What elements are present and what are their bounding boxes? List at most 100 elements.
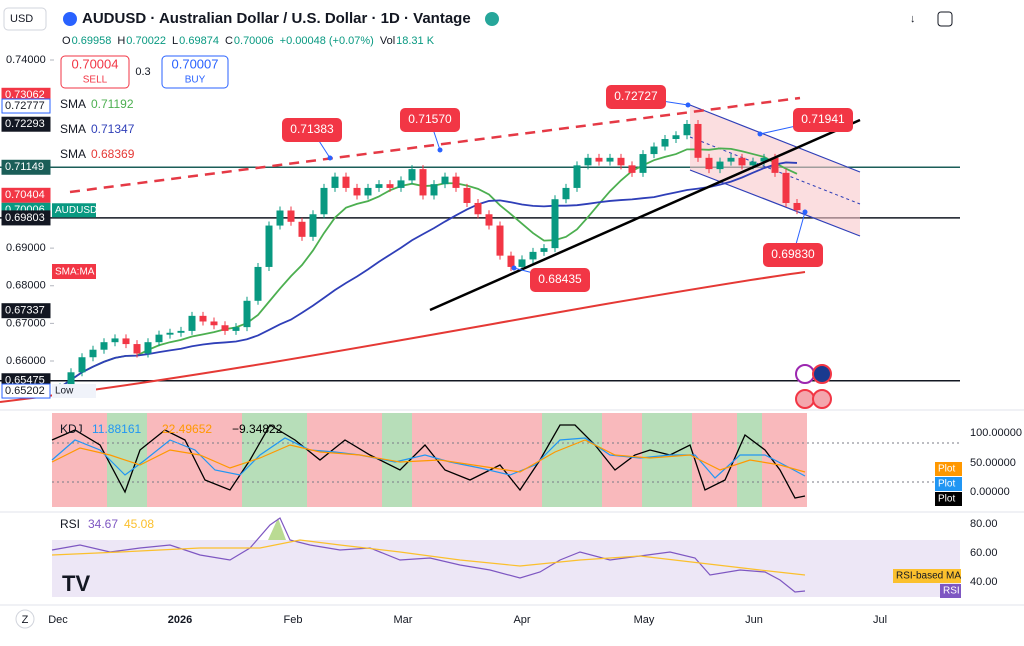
sell-label[interactable]: SELL: [83, 75, 108, 86]
resistance-trendline: [69, 96, 801, 194]
candle-body: [441, 176, 449, 185]
ohlc-key: Vol: [380, 35, 395, 47]
x-tick-label: Feb: [284, 614, 303, 626]
candle-body: [727, 157, 735, 162]
annotation-box: [606, 85, 666, 109]
candle-body: [221, 325, 229, 331]
ohlc-key: H: [117, 35, 125, 47]
annotation-label: 0.71570: [408, 112, 452, 126]
candle-body: [628, 165, 636, 173]
price-tick-label: 0.68000: [6, 280, 46, 292]
annotation-box: [282, 118, 342, 142]
kdj-title: KDJ: [60, 422, 83, 436]
zoom-button[interactable]: [15, 609, 35, 629]
plot-tag-bg: [935, 462, 962, 476]
event-icon[interactable]: [812, 364, 832, 384]
download-icon[interactable]: ↓: [910, 13, 916, 25]
price-badge-label: 0.67337: [5, 305, 45, 317]
candle-body: [210, 321, 218, 326]
rsi-ma-line: [51, 539, 806, 576]
candle-body: [320, 187, 328, 215]
candle-body: [782, 172, 790, 203]
rsi-axis-label: 60.00: [970, 547, 998, 559]
price-badge: [1, 303, 51, 319]
price-badge-label: 0.71149: [5, 161, 44, 173]
ohlc-value: 0.70022: [126, 35, 166, 47]
event-icon[interactable]: [812, 389, 832, 409]
ohlc-value: 0.70006: [234, 35, 274, 47]
badge-tag: AUDUSD: [55, 205, 97, 216]
sell-price[interactable]: 0.70004: [72, 56, 119, 71]
price-badge-label: 0.70404: [5, 189, 45, 201]
price-tick-label: 0.66000: [6, 355, 46, 367]
currency-button[interactable]: [3, 7, 47, 31]
flag-icon: [63, 12, 77, 26]
candle-body: [694, 123, 702, 158]
plot-tag-bg: [935, 477, 962, 491]
ohlc-key: O: [62, 35, 71, 47]
sell-button[interactable]: [60, 55, 130, 89]
ohlc-value: +0.00048 (+0.07%): [280, 35, 374, 47]
annotation-dot: [685, 102, 691, 108]
channel-bottom: [689, 169, 861, 237]
zoom-label[interactable]: Z: [22, 614, 29, 626]
annotation-dot: [327, 155, 333, 161]
kdj-legend: KDJ 11.88161 22.49652 −9.34822 100.00000 50.0…: [60, 422, 1022, 506]
ohlc-value: 0.69958: [72, 35, 112, 47]
price-badge: [1, 116, 51, 132]
buy-button[interactable]: [161, 55, 229, 89]
fullscreen-icon[interactable]: [937, 11, 953, 27]
support-trendline: [429, 118, 861, 312]
rsi-overbought: [268, 518, 286, 540]
channel-top: [689, 104, 861, 173]
event-icon[interactable]: [795, 364, 815, 384]
plot-tag: Plot: [938, 464, 955, 475]
sma-value: 0.71192: [91, 97, 134, 111]
event-icon[interactable]: [795, 389, 815, 409]
candle-body: [485, 214, 493, 226]
candle-body: [78, 357, 86, 373]
x-tick-label: Apr: [513, 614, 530, 626]
sma-lines: [59, 147, 798, 389]
annotation-dot: [802, 209, 808, 215]
candle-body: [606, 157, 614, 162]
plot-tag: Plot: [938, 479, 955, 490]
kdj-k-line: [51, 437, 806, 479]
rsi-band: [52, 540, 960, 597]
candle-body: [617, 157, 625, 166]
sma-20-line: [59, 147, 798, 389]
buy-label[interactable]: BUY: [185, 75, 206, 86]
candle-body: [540, 248, 548, 252]
candle-body: [265, 225, 273, 267]
candle-body: [661, 139, 669, 147]
rsi-tag: RSI: [943, 586, 960, 597]
sma-name: SMA: [60, 147, 86, 161]
candle-body: [452, 176, 460, 188]
kdj-value: −9.34822: [232, 422, 283, 436]
candle-body: [243, 300, 251, 328]
annotation-box: [793, 108, 853, 132]
candle-body: [166, 332, 174, 335]
x-tick-label: Jun: [745, 614, 763, 626]
plot-tag-bg: [935, 492, 962, 506]
rsi-value: 34.67: [88, 517, 118, 531]
candle-body: [738, 157, 746, 166]
ohlc-value: 18.31 K: [396, 35, 435, 47]
annotation-dot: [437, 147, 443, 153]
ohlc-key: C: [225, 35, 233, 47]
kdj-axis-label: 100.00000: [970, 427, 1022, 439]
annotation-label: 0.68435: [538, 272, 582, 286]
price-tick-label: 0.74000: [6, 54, 46, 66]
x-tick-label: Jul: [873, 614, 887, 626]
annotation-dot: [511, 265, 517, 271]
badge-tag-bg: [52, 203, 96, 218]
candle-body: [793, 202, 801, 211]
kdj-value: 11.88161: [92, 422, 141, 436]
price-badge: [1, 159, 51, 175]
buy-price[interactable]: 0.70007: [172, 56, 219, 71]
candle-body: [672, 135, 680, 140]
logo: TV: [62, 571, 90, 596]
currency[interactable]: USD: [10, 13, 33, 25]
candle-body: [155, 334, 163, 343]
